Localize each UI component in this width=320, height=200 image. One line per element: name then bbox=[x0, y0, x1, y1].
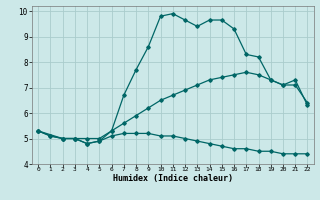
X-axis label: Humidex (Indice chaleur): Humidex (Indice chaleur) bbox=[113, 174, 233, 183]
